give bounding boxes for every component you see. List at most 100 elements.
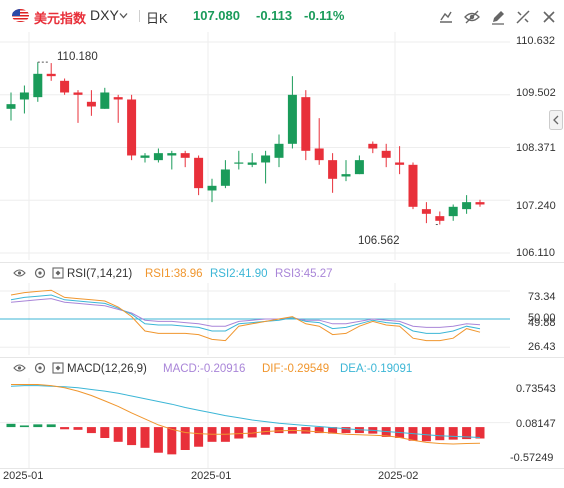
macd-tick-label: -0.57249 (510, 452, 554, 464)
rsi-chart[interactable] (0, 283, 510, 355)
rsi-tick-label: 26.43 (528, 341, 556, 353)
macd-bar (127, 427, 137, 446)
candle-body (421, 209, 431, 214)
macd-bar (6, 423, 16, 428)
macd-bar (60, 427, 70, 430)
candle-body (86, 101, 96, 107)
chevron-down-icon[interactable] (119, 11, 128, 20)
price-change-pct: -0.11% (304, 8, 345, 23)
lock-icon[interactable] (52, 267, 64, 279)
candle-body (46, 73, 56, 77)
macd-chart[interactable] (0, 378, 510, 468)
macd-bar (140, 427, 150, 448)
candle-body (194, 157, 204, 189)
candle-body (408, 164, 418, 207)
macd-bar (234, 427, 244, 439)
candle-body (341, 174, 351, 177)
candle-body (207, 185, 217, 191)
eye-icon[interactable] (13, 268, 26, 278)
candle-body (140, 155, 150, 158)
us-flag-icon (12, 9, 29, 22)
x-tick-label: 2025-01 (3, 470, 44, 482)
candle-body (220, 169, 230, 186)
macd-bar (301, 427, 311, 434)
header-bar: 美元指数 DXY 日K 107.080 -0.113 -0.11% (0, 0, 564, 32)
rsi2-line (10, 294, 481, 334)
macd-bar (274, 427, 284, 434)
candle-body (287, 94, 297, 144)
candle-body (19, 92, 29, 100)
lock-icon[interactable] (52, 362, 64, 374)
rsi3-value: RSI3:45.27 (275, 268, 333, 280)
candle-body (368, 143, 378, 149)
axis-line (0, 468, 564, 469)
macd-bar (421, 427, 431, 442)
macd-bar (475, 427, 485, 439)
y-tick-label: 106.110 (516, 247, 555, 259)
rsi-tick-label: 73.34 (528, 291, 556, 303)
gear-icon[interactable] (34, 362, 46, 374)
macd-bar (194, 427, 204, 447)
price-change: -0.113 (256, 8, 293, 23)
candle-body (435, 216, 445, 221)
panel-divider (0, 262, 564, 263)
macd-bar (46, 424, 56, 428)
macd-bar (448, 427, 458, 440)
candle-body (381, 150, 391, 158)
rsi3-line (10, 298, 481, 328)
close-icon[interactable] (541, 9, 557, 25)
candle-body (127, 99, 137, 156)
candle-body (462, 202, 472, 210)
instrument-code[interactable]: DXY (90, 7, 119, 23)
min-price-label: 106.562 (358, 235, 400, 247)
candle-body (395, 162, 405, 165)
candle-body (60, 80, 70, 93)
macd-bar (435, 427, 445, 441)
last-price: 107.080 (193, 8, 240, 23)
candle-body (100, 92, 110, 109)
candlestick-chart[interactable] (0, 32, 510, 260)
dea-value: DEA:-0.19091 (340, 363, 413, 375)
unlink-icon[interactable] (515, 9, 531, 25)
draw-icon[interactable] (438, 9, 454, 25)
rsi2-value: RSI2:41.90 (210, 268, 268, 280)
y-tick-label: 109.502 (516, 87, 556, 99)
gear-icon[interactable] (34, 267, 46, 279)
macd-bar (113, 427, 123, 442)
rsi1-value: RSI1:38.96 (145, 268, 203, 280)
macd-bar (314, 427, 324, 434)
macd-title: MACD(12,26,9) (67, 363, 147, 375)
eye-icon[interactable] (464, 9, 480, 25)
macd-bar (86, 427, 96, 434)
candle-body (180, 153, 190, 158)
macd-bar (261, 427, 271, 435)
max-price-label: 110.180 (57, 51, 98, 63)
macd-bar (180, 427, 190, 450)
period-selector[interactable]: 日K (146, 11, 168, 26)
macd-bar (247, 427, 257, 438)
macd-value: MACD:-0.20916 (163, 363, 246, 375)
macd-bar (153, 427, 163, 453)
macd-tick-label: 0.73543 (516, 383, 556, 395)
candle-body (261, 155, 271, 163)
candle-body (234, 162, 244, 164)
divider (139, 10, 140, 22)
panel-divider (0, 357, 564, 358)
macd-bar (328, 427, 338, 434)
candle-body (314, 148, 324, 161)
rsi-tick-label: 49.88 (528, 317, 556, 329)
collapse-side-button[interactable] (549, 110, 563, 130)
macd-bar (167, 427, 177, 455)
candle-body (6, 104, 16, 109)
candle-body (328, 160, 338, 179)
rsi-title: RSI(7,14,21) (67, 268, 133, 280)
candle-body (475, 202, 485, 205)
instrument-name[interactable]: 美元指数 (34, 11, 87, 26)
macd-bar (73, 427, 83, 430)
candle-body (301, 97, 311, 151)
pen-icon[interactable] (490, 9, 506, 25)
eye-icon[interactable] (13, 363, 26, 373)
macd-tick-label: 0.08147 (516, 418, 556, 430)
rsi-tick-label: 50.00 (528, 312, 556, 324)
y-tick-label: 108.371 (516, 142, 556, 154)
